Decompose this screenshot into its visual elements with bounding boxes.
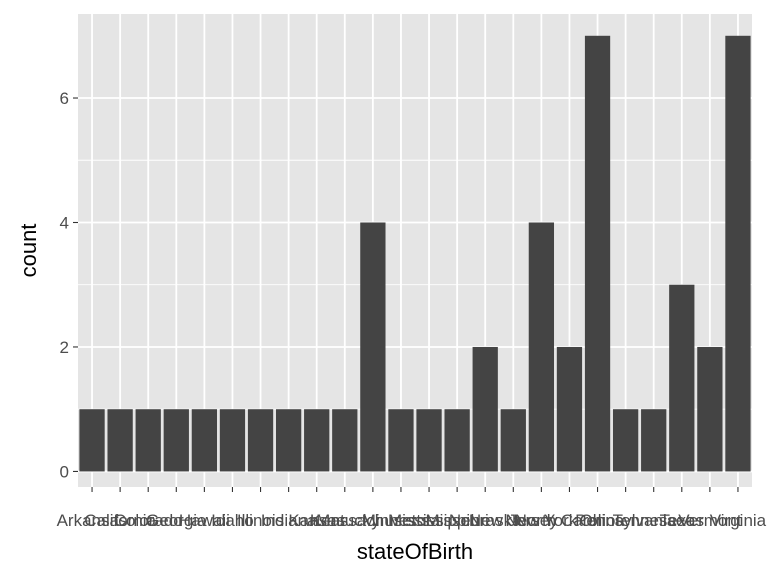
x-tick-label: Minnesota: [362, 511, 441, 530]
x-tick-label: Georgia: [146, 511, 207, 530]
minor-gridlines: [78, 159, 752, 410]
x-axis-title: stateOfBirth: [357, 539, 473, 564]
bar: [360, 222, 386, 472]
x-tick-label: Colorado: [114, 511, 183, 530]
x-tick-label: Indiana: [261, 511, 317, 530]
x-tick-label: Pennsylvania: [575, 511, 677, 530]
bar: [472, 346, 498, 472]
y-tick-label: 0: [60, 462, 69, 481]
bar: [275, 409, 302, 472]
x-tick-label: Hawaii: [179, 511, 230, 530]
x-tick-label: North Carolina: [515, 511, 625, 530]
x-tick-label: New Jersey: [469, 511, 558, 530]
bar: [247, 409, 274, 472]
y-axis: 0 2 4 6: [60, 89, 78, 481]
bars: [79, 35, 751, 472]
x-tick-label: California: [84, 511, 156, 530]
x-tick-label: Missouri: [425, 511, 488, 530]
bar: [612, 409, 639, 472]
bar: [641, 409, 667, 472]
y-tick-label: 4: [60, 213, 69, 232]
bar: [416, 409, 442, 472]
y-tick-label: 2: [60, 338, 69, 357]
bar: [191, 409, 218, 472]
x-tick-label: Arkansas: [57, 511, 128, 530]
y-axis-title: count: [16, 224, 41, 278]
bar: [388, 409, 414, 472]
x-tick-label: Mississippi: [388, 511, 470, 530]
x-tick-label: Virginia: [710, 511, 767, 530]
x-tick-label: Kentucky: [310, 511, 380, 530]
x-axis: ArkansasCaliforniaColoradoGeorgiaHawaiiI…: [57, 487, 767, 530]
x-tick-label: Texas: [660, 511, 704, 530]
x-tick-label: New York: [505, 511, 577, 530]
bar: [584, 35, 611, 472]
bar: [163, 409, 189, 472]
x-tick-label: Ohio: [580, 511, 616, 530]
plot-panel: [78, 14, 752, 487]
bar: [135, 409, 161, 472]
bar: [669, 284, 695, 472]
bar: [79, 409, 105, 472]
bar: [500, 409, 526, 472]
x-tick-label: Nebraska: [449, 511, 522, 530]
x-tick-label: Tennessee: [613, 511, 695, 530]
bar: [107, 409, 133, 472]
x-tick-label: Idaho: [211, 511, 254, 530]
bar: [304, 409, 330, 472]
bar: [332, 409, 358, 472]
x-tick-label: Vermont: [678, 511, 742, 530]
x-tick-label: Kansas: [288, 511, 345, 530]
bar: [219, 409, 246, 472]
bar: [528, 222, 555, 472]
x-tick-label: Massachusetts: [316, 511, 429, 530]
y-tick-label: 6: [60, 89, 69, 108]
bar: [444, 409, 470, 472]
bar: [725, 35, 751, 472]
bar: [556, 346, 583, 472]
bar: [697, 346, 723, 472]
x-tick-label: Illinois: [237, 511, 284, 530]
